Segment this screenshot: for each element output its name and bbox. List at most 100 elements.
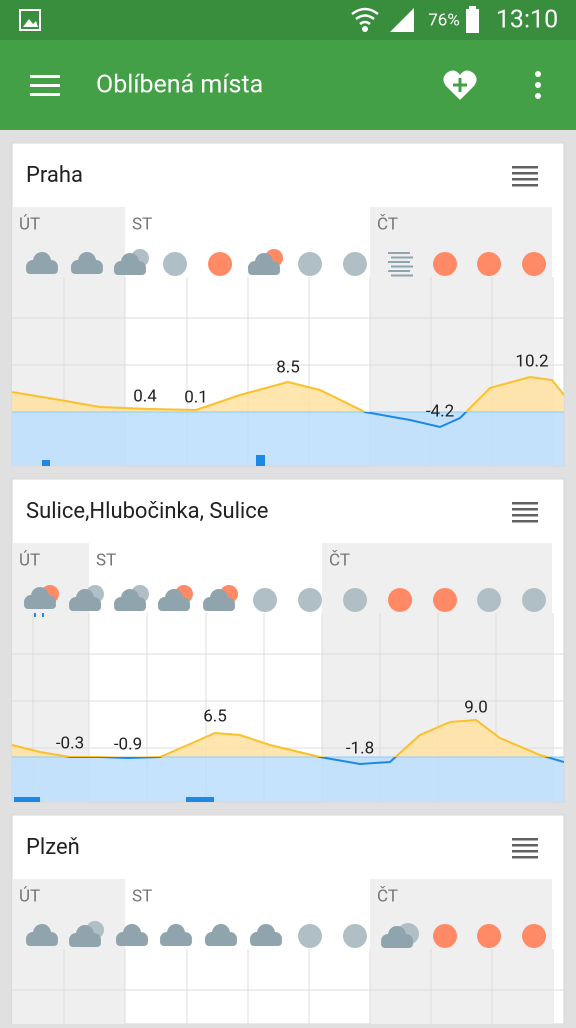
card-menu[interactable] [512, 166, 538, 187]
warm-area [12, 377, 564, 412]
fog-line [391, 265, 413, 268]
temp-label: -0.3 [56, 733, 84, 753]
cloud-part [71, 266, 103, 274]
cloud-part [69, 939, 101, 947]
temp-label: 8.5 [276, 357, 300, 377]
sunny-icon [477, 252, 501, 276]
sunny-icon [433, 924, 457, 948]
precip-bar [42, 460, 50, 466]
cloudy-icon [298, 588, 322, 612]
sunny-icon [522, 924, 546, 948]
day-label: ÚT [19, 885, 40, 906]
cloud-part [116, 938, 148, 946]
cloud-part [26, 938, 58, 946]
cloud-part [250, 938, 282, 946]
overflow-button[interactable] [535, 71, 541, 99]
sunny-icon [433, 252, 457, 276]
fog-line [388, 252, 410, 254]
cloud-part [69, 603, 101, 611]
precip-bar [186, 797, 214, 802]
weather-card[interactable]: Praha ÚT ST ČT 0.4 0.1 8.5 -4.2 10.2 [11, 142, 565, 467]
cloud-part [26, 266, 58, 274]
card-menu-line [512, 844, 538, 847]
sunny-icon [433, 588, 457, 612]
card-title: Plzeň [26, 835, 80, 860]
card-menu-line [512, 514, 538, 517]
temp-label: 10.2 [515, 351, 548, 371]
temp-label: -1.8 [346, 738, 374, 758]
fog-line [391, 256, 413, 259]
cloudy-icon [343, 588, 367, 612]
temp-label: 0.1 [184, 387, 208, 407]
cloud-part [248, 267, 280, 275]
precip-bar [14, 797, 40, 802]
dot [535, 71, 541, 77]
dot [535, 93, 541, 99]
day-label: ÚT [19, 213, 40, 234]
menu-button[interactable] [30, 75, 60, 96]
day-shade [12, 879, 125, 1024]
wifi-dot [362, 26, 368, 32]
add-favorite-button[interactable] [443, 70, 477, 100]
card-menu-line [512, 856, 538, 859]
cloud-part [205, 938, 237, 946]
card-menu[interactable] [512, 838, 538, 859]
plus-icon [453, 78, 467, 92]
below-zero [12, 412, 564, 466]
day-label: ST [96, 550, 116, 570]
card-menu-line [512, 508, 538, 511]
card-menu-line [512, 838, 538, 841]
menu-line [30, 93, 60, 96]
below-zero [12, 757, 564, 802]
precip-bar [256, 455, 265, 466]
menu-line [30, 84, 60, 87]
clock: 13:10 [496, 6, 558, 35]
temp-label: 9.0 [464, 697, 488, 717]
card-menu-line [512, 172, 538, 175]
temp-label: 6.5 [203, 706, 227, 726]
wifi-icon [351, 7, 379, 26]
cloud-part [24, 601, 56, 609]
card-menu-line [512, 520, 538, 523]
battery-text: 76% [428, 10, 460, 30]
weather-card[interactable]: Plzeň ÚT ST ČT [11, 814, 565, 1025]
menu-line [30, 75, 60, 78]
day-label: ČT [377, 885, 398, 906]
temp-label: 0.4 [133, 386, 157, 406]
cloud-part [381, 940, 413, 948]
cloudy-icon [343, 252, 367, 276]
sunny-icon [208, 252, 232, 276]
signal-icon [390, 8, 414, 32]
cloudy-icon [298, 252, 322, 276]
day-label: ČT [377, 213, 398, 234]
card-title: Sulice,Hlubočinka, Sulice [26, 499, 268, 524]
fog-line [388, 270, 410, 272]
cloudy-icon [163, 252, 187, 276]
dot [535, 82, 541, 88]
card-menu[interactable] [512, 502, 538, 523]
rain [34, 613, 44, 617]
card-title: Praha [26, 163, 83, 188]
status-bar [0, 0, 576, 40]
cloud-part [114, 603, 146, 611]
day-label: ČT [329, 549, 350, 570]
sunny-icon [477, 924, 501, 948]
fog-line [388, 261, 410, 263]
gallery-icon [19, 9, 41, 31]
cloud-part [114, 267, 146, 275]
cloudy-icon [522, 588, 546, 612]
weather-card[interactable]: Sulice,Hlubočinka, Sulice ÚT ST ČT -0.3 -0.9 6… [11, 478, 565, 803]
cloud-part [160, 938, 192, 946]
app-title: Oblíbená místa [96, 71, 263, 100]
day-shade [370, 879, 552, 1024]
day-label: ÚT [19, 549, 40, 570]
fog-line [391, 274, 413, 277]
temp-line-warm [12, 718, 551, 757]
cloudy-icon [343, 924, 367, 948]
sunny-icon [388, 588, 412, 612]
card-menu-line [512, 850, 538, 853]
cloudy-icon [298, 924, 322, 948]
gallery-icon-shape [23, 19, 38, 27]
cloudy-icon [477, 588, 501, 612]
